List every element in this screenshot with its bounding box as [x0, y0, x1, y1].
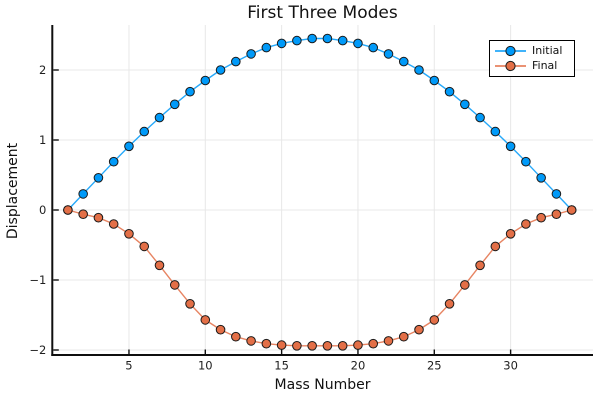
- y-tick-label: 2: [39, 63, 46, 77]
- data-point-initial: [78, 189, 88, 199]
- data-point-final: [460, 280, 470, 290]
- data-point-initial: [505, 141, 516, 152]
- data-point-final: [429, 315, 440, 325]
- data-point-initial: [124, 141, 134, 152]
- data-point-final: [246, 336, 256, 346]
- x-tick-label: 10: [198, 359, 213, 373]
- legend: Initial Final: [489, 40, 575, 77]
- data-point-initial: [551, 189, 562, 199]
- data-point-final: [521, 219, 531, 229]
- data-point-final: [414, 324, 424, 335]
- data-point-final: [154, 260, 165, 271]
- x-tick-label: 25: [427, 359, 442, 373]
- x-tick-label: 5: [125, 359, 132, 373]
- legend-label-final: Final: [532, 59, 558, 72]
- data-point-final: [292, 341, 302, 351]
- data-point-final: [139, 241, 150, 252]
- data-point-initial: [414, 65, 424, 75]
- x-tick-label: 20: [351, 359, 366, 373]
- data-point-final: [536, 212, 546, 223]
- data-point-initial: [185, 86, 195, 97]
- data-point-final: [383, 336, 394, 346]
- data-point-final: [444, 299, 455, 309]
- data-point-final: [215, 324, 226, 335]
- data-point-initial: [444, 86, 455, 97]
- data-point-initial: [475, 112, 485, 123]
- data-point-initial: [460, 99, 470, 110]
- legend-sample-initial: [495, 45, 526, 56]
- data-point-final: [307, 341, 317, 351]
- data-point-initial: [353, 38, 363, 49]
- data-point-initial: [292, 35, 302, 46]
- data-point-final: [200, 315, 211, 325]
- x-axis-label: Mass Number: [274, 377, 371, 393]
- data-point-final: [261, 338, 272, 349]
- data-point-initial: [200, 75, 211, 86]
- series-line-final: [67, 209, 572, 347]
- data-point-final: [505, 229, 516, 239]
- data-point-initial: [307, 33, 317, 44]
- data-point-final: [108, 219, 119, 229]
- data-point-final: [169, 280, 180, 290]
- data-point-final: [322, 341, 333, 351]
- series-line-initial: [67, 37, 573, 211]
- data-point-final: [276, 340, 287, 350]
- legend-marker-final-icon: [505, 60, 516, 71]
- data-point-initial: [276, 38, 287, 49]
- data-point-final: [475, 260, 485, 271]
- data-point-final: [93, 212, 104, 223]
- data-point-final: [490, 241, 501, 252]
- data-point-initial: [521, 156, 531, 167]
- data-point-initial: [154, 112, 165, 123]
- legend-marker-initial-icon: [505, 45, 516, 56]
- data-point-final: [78, 209, 88, 219]
- data-point-initial: [169, 99, 180, 110]
- data-point-final: [551, 209, 562, 219]
- data-point-final: [353, 340, 363, 350]
- y-tick-label: 0: [39, 203, 46, 217]
- y-tick-label: 1: [39, 133, 46, 147]
- chart-title: First Three Modes: [247, 3, 398, 23]
- data-point-final: [368, 338, 379, 349]
- data-point-final: [337, 341, 348, 351]
- data-point-final: [124, 229, 134, 239]
- y-tick-label: −1: [29, 273, 46, 287]
- data-point-initial: [215, 65, 226, 75]
- data-point-initial: [139, 126, 150, 137]
- data-point-initial: [337, 35, 348, 46]
- legend-entry-final: Final: [494, 59, 570, 72]
- data-point-final: [398, 331, 409, 342]
- data-point-final: [231, 331, 241, 342]
- x-tick-label: 15: [274, 359, 289, 373]
- legend-sample-final: [495, 60, 526, 71]
- y-tick-label: −2: [29, 343, 46, 357]
- data-point-final: [63, 205, 73, 215]
- data-point-initial: [231, 56, 241, 67]
- y-axis-label: Displacement: [5, 142, 21, 240]
- data-point-initial: [536, 173, 546, 183]
- data-point-initial: [383, 49, 394, 59]
- data-point-initial: [261, 42, 272, 53]
- data-point-initial: [108, 156, 119, 167]
- data-point-initial: [429, 75, 440, 86]
- data-point-initial: [322, 33, 333, 44]
- x-tick-label: 30: [503, 359, 518, 373]
- data-point-final: [566, 205, 577, 215]
- data-point-initial: [368, 42, 379, 53]
- data-point-final: [185, 299, 195, 309]
- legend-label-initial: Initial: [532, 44, 563, 57]
- data-point-initial: [398, 56, 409, 67]
- data-point-initial: [490, 126, 501, 137]
- data-point-initial: [246, 49, 256, 59]
- data-point-initial: [93, 173, 104, 183]
- legend-entry-initial: Initial: [494, 44, 570, 57]
